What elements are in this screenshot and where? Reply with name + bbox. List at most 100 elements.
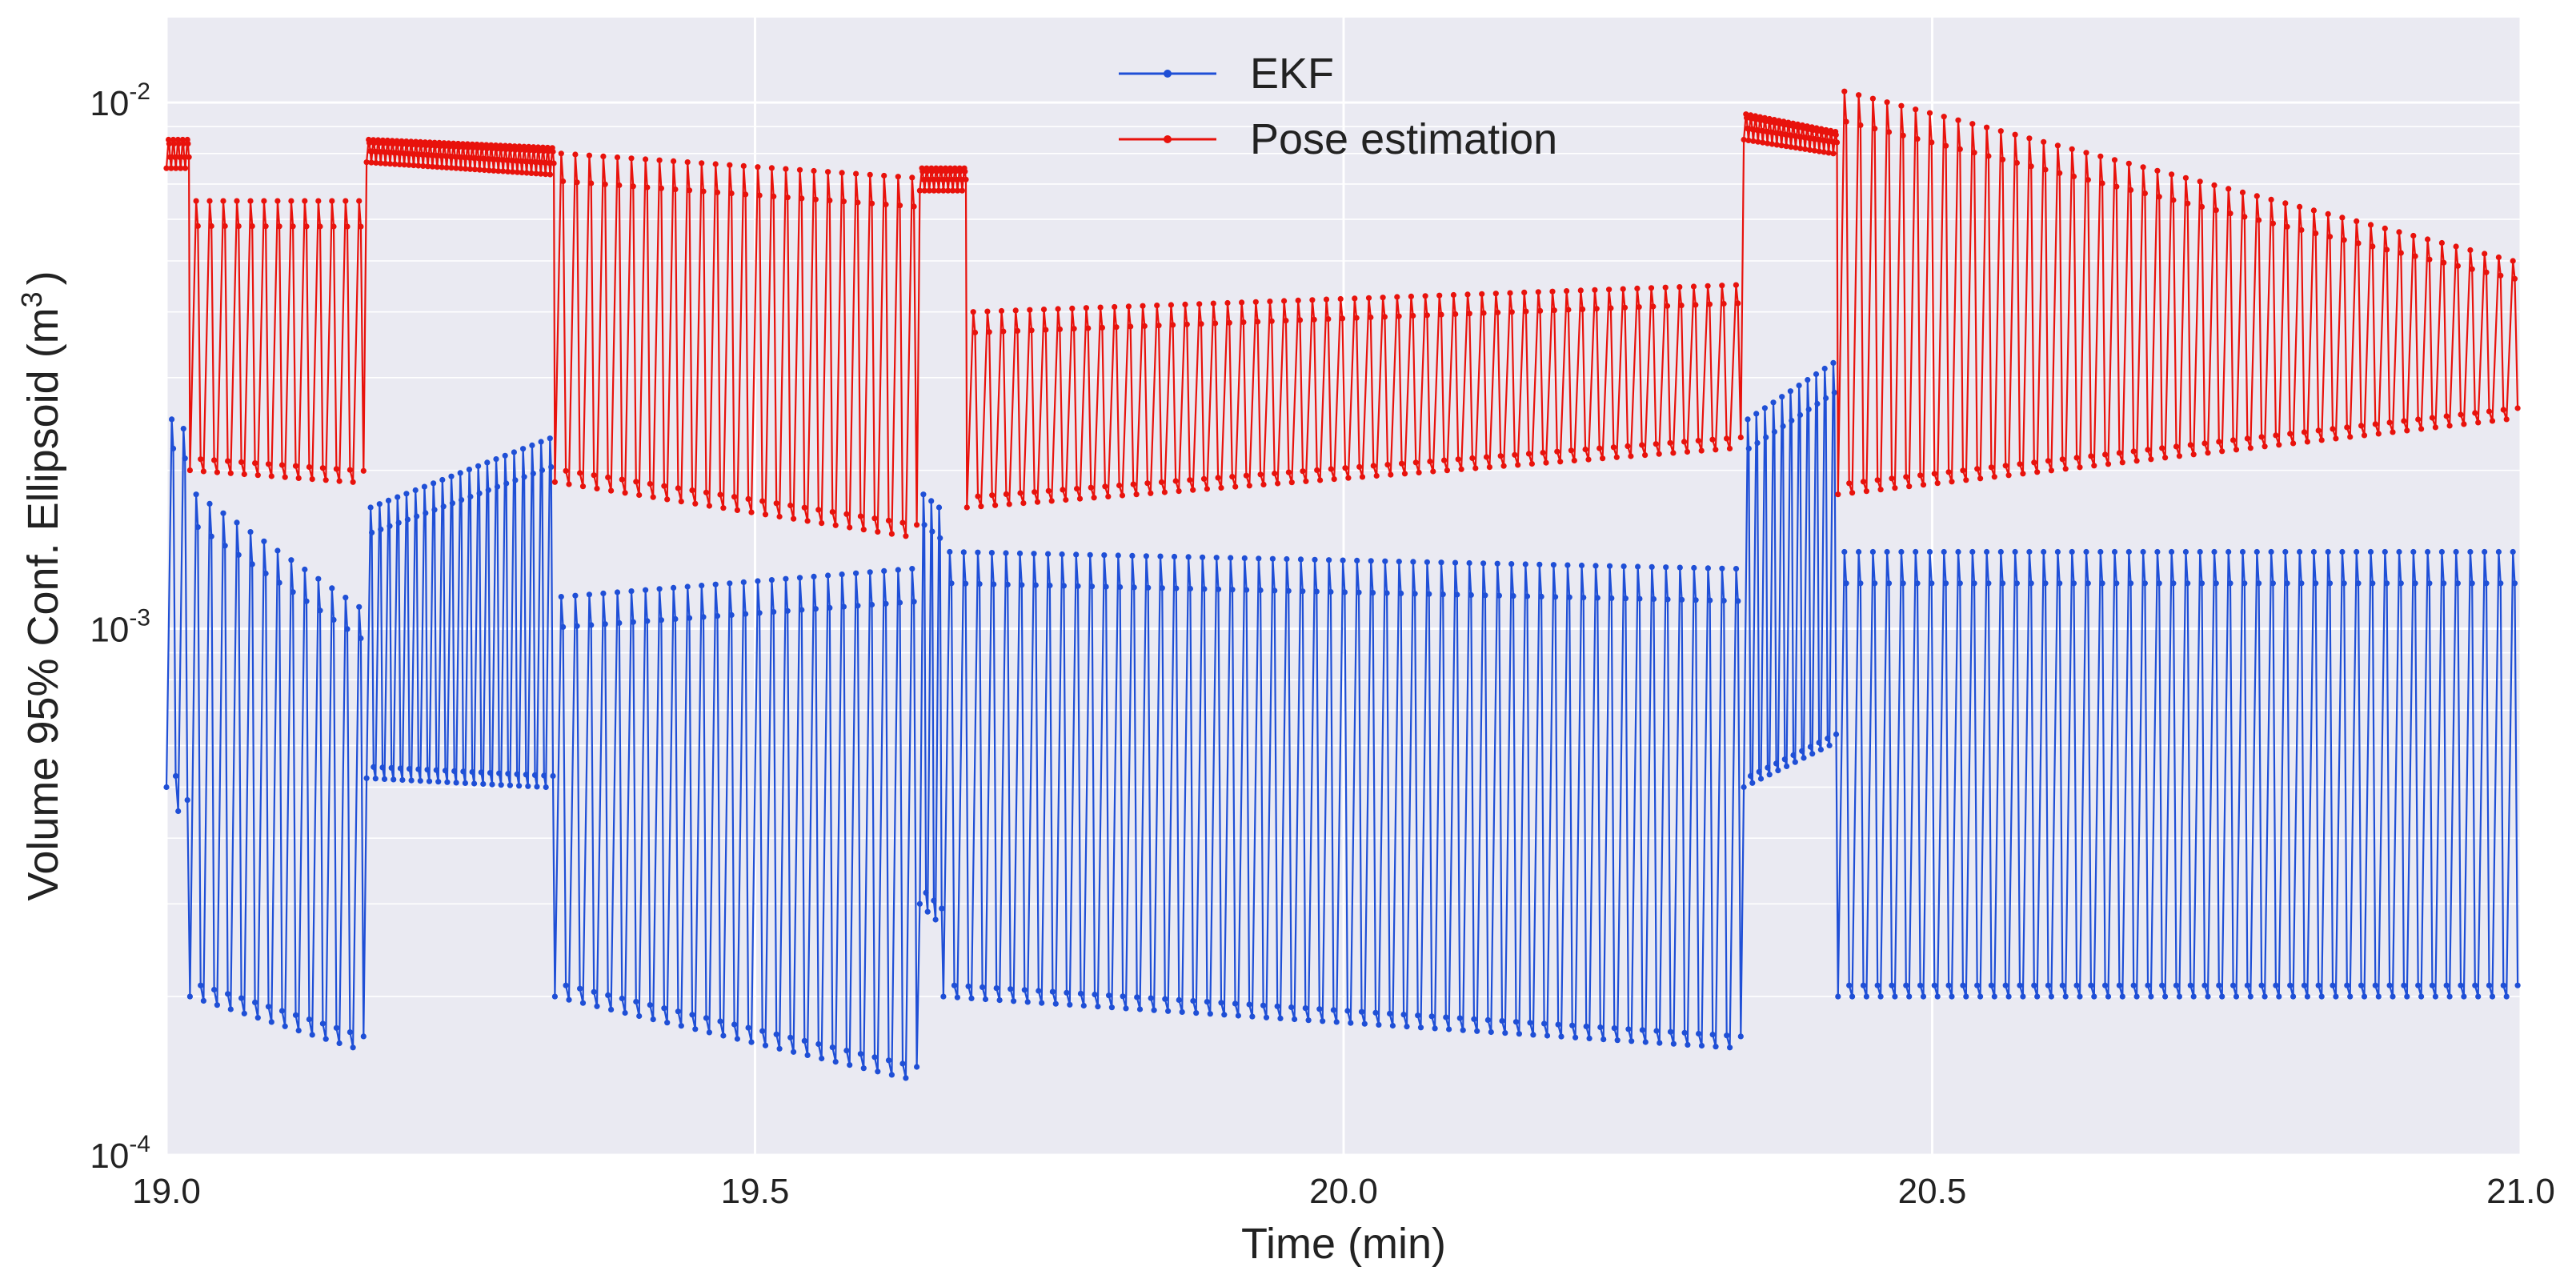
point-1-674	[1833, 131, 1839, 138]
point-0-504	[1775, 768, 1781, 774]
point-1-475	[1314, 467, 1320, 474]
point-0-83	[415, 766, 422, 772]
point-0-316	[1136, 1006, 1144, 1012]
point-1-333	[909, 174, 915, 181]
point-0-462	[1650, 595, 1657, 603]
point-0-583	[2017, 982, 2023, 988]
y-tick-label-2: 10-2	[90, 78, 150, 123]
point-1-640	[1793, 144, 1799, 151]
point-1-377	[970, 309, 976, 315]
point-1-237	[572, 151, 579, 158]
point-1-691	[1889, 475, 1895, 482]
point-1-434	[1170, 322, 1176, 328]
point-0-133	[529, 442, 535, 449]
point-1-732	[2034, 469, 2041, 475]
point-0-480	[1713, 1044, 1719, 1050]
point-1-370	[957, 168, 963, 174]
x-ticks: 19.0 19.5 20.0 20.5 21.0	[132, 1172, 2555, 1211]
point-0-723	[2514, 982, 2521, 988]
point-1-484	[1345, 475, 1352, 481]
point-0-71	[388, 764, 395, 772]
point-0-452	[1614, 1037, 1621, 1044]
point-0-602	[2085, 580, 2091, 587]
point-0-226	[840, 603, 847, 610]
point-1-395	[1032, 489, 1038, 495]
point-0-68	[381, 776, 388, 783]
point-0-6	[182, 455, 188, 462]
point-0-694	[2412, 580, 2418, 587]
y-tick-base: 10	[90, 1137, 129, 1176]
point-0-330	[1187, 585, 1193, 592]
point-1-706	[1943, 142, 1949, 149]
point-1-536	[1528, 460, 1535, 467]
point-1-367	[953, 176, 959, 182]
point-1-332	[903, 533, 909, 539]
point-0-515	[1799, 748, 1805, 754]
point-0-225	[839, 571, 845, 578]
point-1-612	[1760, 139, 1766, 146]
point-0-518	[1805, 406, 1812, 413]
point-1-184	[495, 168, 502, 174]
legend-label-ekf: EKF	[1250, 50, 1334, 98]
point-1-709	[1955, 117, 1961, 123]
point-1-710	[1957, 146, 1963, 152]
point-0-442	[1580, 595, 1587, 601]
point-0-446	[1594, 595, 1600, 601]
point-1-254	[630, 183, 636, 190]
point-1-195	[508, 157, 515, 164]
point-0-604	[2091, 993, 2097, 1000]
point-0-234	[868, 601, 875, 608]
point-0-13	[206, 500, 213, 507]
point-1-190	[503, 146, 509, 153]
point-1-322	[868, 200, 875, 206]
point-1-262	[658, 185, 665, 191]
point-1-76	[368, 159, 375, 166]
point-0-409	[1466, 559, 1472, 567]
point-0-229	[853, 570, 859, 576]
point-0-21	[234, 519, 240, 526]
point-0-527	[1825, 736, 1831, 742]
point-0-239	[885, 1057, 892, 1064]
point-1-463	[1272, 470, 1278, 477]
point-1-745	[2083, 150, 2089, 156]
point-1-619	[1768, 129, 1774, 135]
point-0-482	[1721, 597, 1727, 604]
point-1-780	[2205, 450, 2211, 456]
point-0-363	[1302, 1005, 1308, 1012]
point-1-539	[1540, 450, 1546, 456]
point-0-557	[1926, 548, 1933, 555]
point-0-184	[692, 1026, 699, 1032]
point-1-535	[1525, 451, 1532, 457]
point-0-38	[290, 589, 296, 595]
point-1-265	[671, 158, 677, 164]
point-1-92	[387, 161, 394, 167]
point-0-7	[184, 797, 190, 804]
point-1-58	[317, 223, 323, 230]
point-0-470	[1679, 596, 1685, 603]
point-1-800	[2276, 442, 2282, 448]
point-0-274	[991, 581, 997, 587]
point-0-23	[238, 995, 245, 1001]
point-1-753	[2111, 157, 2118, 163]
point-0-95	[442, 768, 449, 774]
point-0-418	[1496, 592, 1502, 599]
point-0-443	[1583, 1023, 1589, 1029]
point-1-697	[1913, 106, 1919, 113]
y-tick-base: 10	[90, 611, 129, 650]
point-1-728	[2020, 471, 2026, 477]
point-0-108	[471, 780, 478, 787]
point-1-643	[1796, 134, 1803, 140]
point-0-181	[684, 583, 691, 590]
point-0-177	[671, 584, 677, 591]
point-1-595	[1737, 434, 1744, 441]
point-1-499	[1399, 460, 1405, 467]
point-1-856	[2475, 419, 2482, 426]
point-0-118	[494, 483, 501, 490]
point-1-210	[526, 147, 533, 154]
point-0-664	[2304, 993, 2310, 1000]
point-1-158	[465, 144, 471, 150]
point-1-593	[1733, 282, 1739, 288]
point-0-450	[1608, 595, 1615, 602]
point-1-243	[591, 472, 597, 479]
point-1-442	[1198, 321, 1204, 327]
